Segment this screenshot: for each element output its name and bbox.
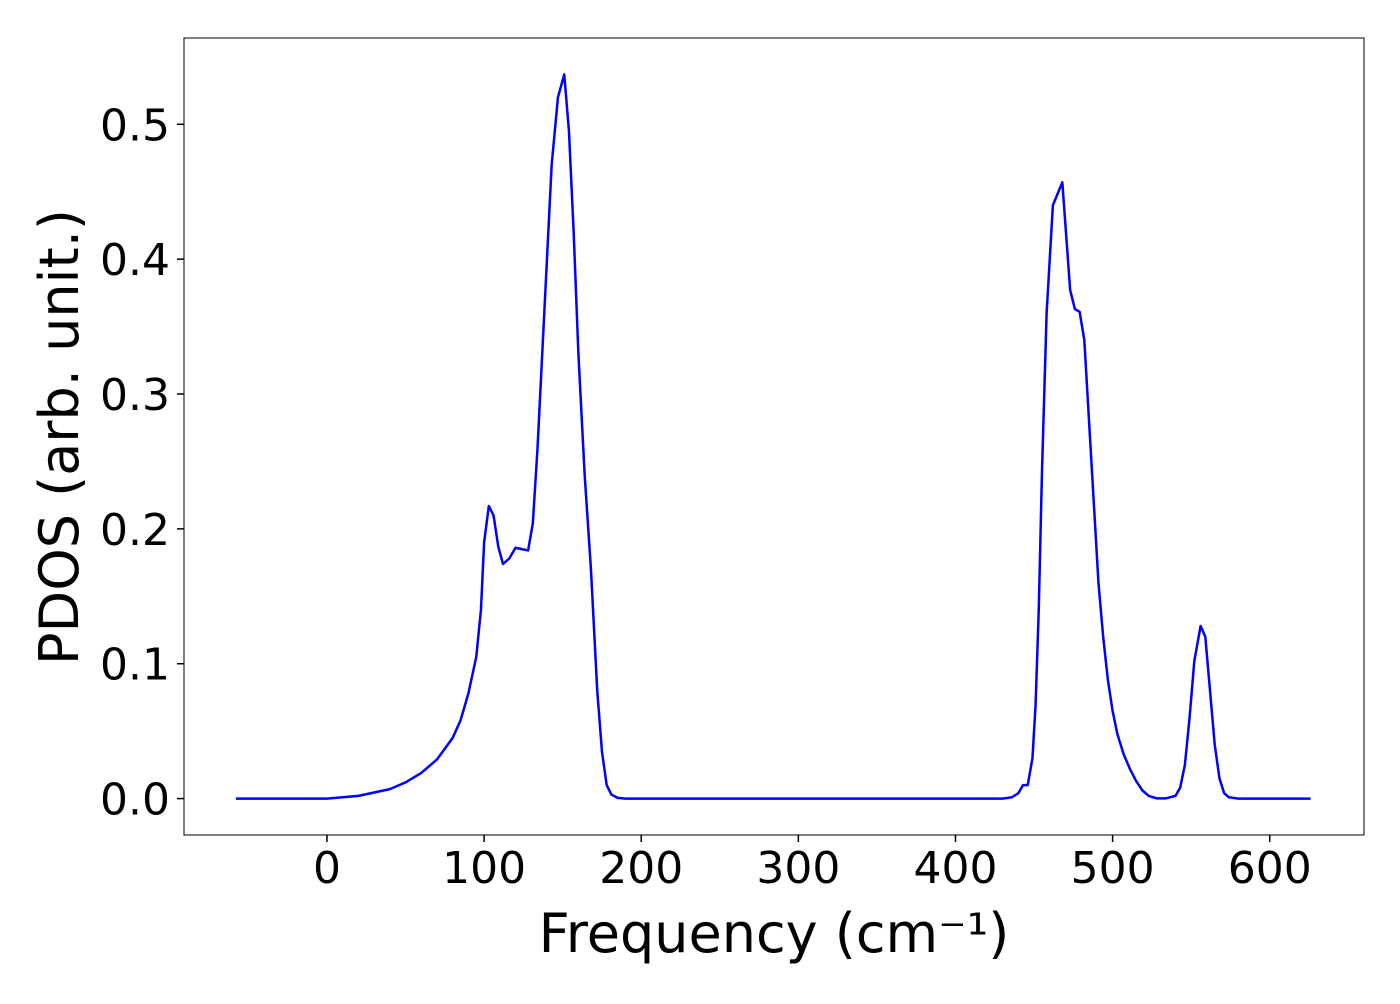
y-tick-label: 0.1 — [100, 640, 170, 691]
x-tick-label: 600 — [1228, 843, 1312, 894]
data-line — [235, 73, 1311, 800]
y-axis-label: PDOS (arb. unit.) — [28, 209, 91, 665]
x-tick-label: 300 — [756, 843, 840, 894]
y-tick-label: 0.5 — [100, 100, 170, 151]
y-tick-label: 0.3 — [100, 370, 170, 421]
plot-frame — [183, 37, 1365, 836]
y-tick-label: 0.2 — [100, 505, 170, 556]
x-tick-label: 0 — [313, 843, 341, 894]
x-tick-label: 400 — [913, 843, 997, 894]
x-axis-label: Frequency (cm⁻¹) — [539, 902, 1010, 965]
x-tick-label: 200 — [599, 843, 683, 894]
y-tick-label: 0.0 — [100, 775, 170, 826]
y-tick-label: 0.4 — [100, 235, 170, 286]
x-tick-label: 100 — [442, 843, 526, 894]
x-tick-label: 500 — [1071, 843, 1155, 894]
